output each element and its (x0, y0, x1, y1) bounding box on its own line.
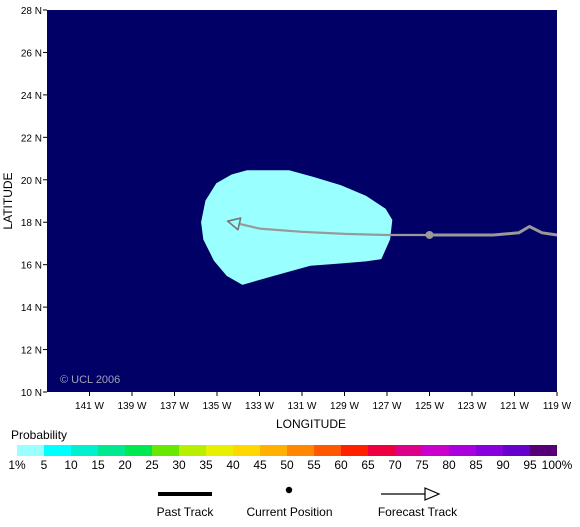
scale-color-cell (422, 445, 449, 456)
scale-label: 1% (8, 458, 26, 472)
scale-label: 25 (145, 458, 159, 472)
forecast-arrowhead-icon (226, 217, 242, 231)
scale-label: 35 (199, 458, 213, 472)
scale-color-cell (341, 445, 368, 456)
scale-label: 55 (307, 458, 321, 472)
scale-color-cell (125, 445, 152, 456)
lat-tick-label: 10 N (21, 388, 42, 399)
latitude-tick-group: 28 N 26 N 24 N 22 N 20 N 18 N 16 N 14 N 12 N 10 N (21, 6, 47, 399)
scale-label: 20 (118, 458, 132, 472)
scale-label: 40 (226, 458, 240, 472)
scale-label: 70 (388, 458, 402, 472)
scale-color-cell (314, 445, 341, 456)
past-track-label: Past Track (156, 505, 214, 519)
past-track-line (429, 225, 558, 237)
scale-color-cell (152, 445, 179, 456)
lon-tick-label: 131 W (288, 401, 317, 412)
lat-tick-label: 16 N (21, 261, 42, 272)
scale-color-cell (395, 445, 422, 456)
lon-tick-label: 121 W (500, 401, 529, 412)
scale-label: 80 (442, 458, 456, 472)
current-position-dot-icon (285, 486, 293, 494)
lon-tick-label: 125 W (415, 401, 444, 412)
scale-color-cell (476, 445, 503, 456)
lat-tick-label: 14 N (21, 303, 42, 314)
lon-tick-label: 119 W (543, 401, 572, 412)
scale-color-cell (17, 445, 44, 456)
forecast-track-label: Forecast Track (377, 505, 458, 519)
lon-tick-label: 129 W (330, 401, 359, 412)
scale-color-cell (287, 445, 314, 456)
lon-tick-label: 137 W (160, 401, 189, 412)
scale-label: 60 (334, 458, 348, 472)
copyright-text: © UCL 2006 (60, 374, 120, 386)
scale-label: 30 (172, 458, 186, 472)
lon-tick-label: 141 W (75, 401, 104, 412)
scale-color-cell (260, 445, 287, 456)
lat-tick-label: 22 N (21, 133, 42, 144)
forecast-track-arrow-icon (381, 487, 441, 501)
lon-tick-label: 127 W (373, 401, 402, 412)
lat-tick-label: 20 N (21, 176, 42, 187)
track-legend: Past Track Current Position Forecast Tra… (0, 484, 580, 520)
probability-color-scale (17, 445, 557, 456)
scale-color-cell (368, 445, 395, 456)
scale-color-cell (179, 445, 206, 456)
lat-tick-label: 28 N (21, 6, 42, 17)
past-track-key: Past Track (140, 484, 230, 519)
scale-color-cell (233, 445, 260, 456)
lon-tick-label: 135 W (203, 401, 232, 412)
lon-tick-label: 133 W (245, 401, 274, 412)
scale-color-cell (44, 445, 71, 456)
x-axis-title: LONGITUDE (276, 417, 346, 431)
current-position-key: Current Position (237, 484, 342, 519)
scale-label: 90 (496, 458, 510, 472)
scale-label: 15 (91, 458, 105, 472)
scale-label: 85 (469, 458, 483, 472)
lat-tick-label: 18 N (21, 218, 42, 229)
legend-title: Probability (11, 428, 68, 442)
scale-label: 65 (361, 458, 375, 472)
forecast-track-line (227, 220, 430, 237)
scale-color-cell (206, 445, 233, 456)
scale-label: 75 (415, 458, 429, 472)
y-axis-title: LATITUDE (1, 172, 15, 229)
current-position-marker (425, 230, 434, 239)
scale-color-cell (98, 445, 125, 456)
scale-color-cell (503, 445, 530, 456)
probability-scale-labels: 1% 5 10 15 20 25 30 35 40 45 50 55 60 65 70 75 80 85 90 95 1… (0, 458, 580, 472)
scale-label: 50 (280, 458, 294, 472)
current-position-label: Current Position (246, 505, 333, 519)
scale-label: 100% (541, 458, 573, 472)
probability-region-1pct (201, 170, 393, 285)
scale-color-cell (530, 445, 557, 456)
forecast-arrowhead-shape (226, 217, 242, 231)
scale-label: 10 (64, 458, 78, 472)
lon-tick-label: 139 W (118, 401, 147, 412)
past-track-line-icon (158, 492, 212, 496)
scale-label: 45 (253, 458, 267, 472)
forecast-track-key: Forecast Track (365, 484, 470, 519)
lat-tick-label: 12 N (21, 346, 42, 357)
scale-label: 95 (523, 458, 537, 472)
longitude-tick-group: 141 W 139 W 137 W 135 W 133 W 131 W 129 W 127 W… (75, 392, 572, 412)
scale-color-cell (71, 445, 98, 456)
scale-label: 5 (40, 458, 48, 472)
lon-tick-label: 123 W (458, 401, 487, 412)
lat-tick-label: 24 N (21, 91, 42, 102)
scale-color-cell (449, 445, 476, 456)
lat-tick-label: 26 N (21, 48, 42, 59)
